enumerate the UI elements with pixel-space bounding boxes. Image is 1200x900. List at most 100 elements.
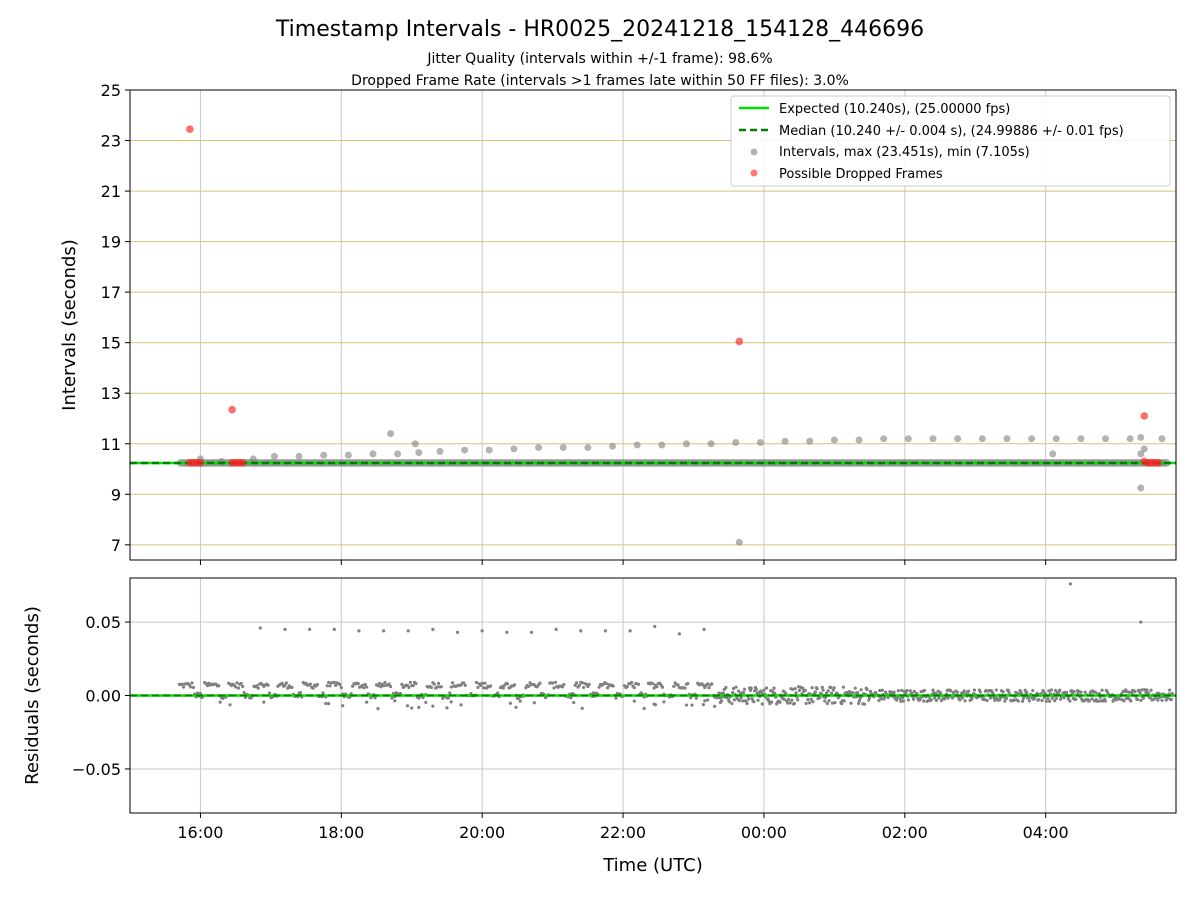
residual-point — [842, 699, 846, 703]
residual-point — [1074, 697, 1078, 701]
residual-point — [527, 684, 531, 688]
residual-point — [705, 698, 710, 702]
residual-point — [821, 688, 825, 692]
residual-point — [955, 690, 960, 694]
residual-point — [963, 699, 967, 703]
residual-point — [334, 683, 338, 688]
residual-point — [480, 681, 484, 685]
residual-point — [1012, 698, 1016, 702]
residual-point — [951, 691, 955, 695]
residual-point — [880, 688, 884, 692]
residual-point — [642, 706, 646, 711]
x-tick-label: 00:00 — [741, 823, 787, 842]
interval-point — [830, 436, 838, 444]
residual-point — [236, 686, 241, 690]
residual-point — [196, 691, 200, 695]
interval-point — [1137, 484, 1145, 492]
residual-point — [551, 681, 555, 685]
residual-point — [262, 700, 266, 704]
residual-point — [651, 682, 655, 686]
residual-point — [1048, 699, 1052, 703]
residual-point — [804, 701, 808, 705]
residual-point — [435, 685, 439, 689]
residual-point — [365, 700, 369, 704]
residual-point — [739, 696, 743, 700]
residual-point — [978, 690, 982, 694]
dropped-frame-point — [735, 337, 744, 346]
residual-point — [580, 706, 584, 710]
residual-point — [228, 703, 232, 707]
residual-point — [742, 687, 747, 691]
residual-point — [736, 689, 741, 693]
x-tick-label: 22:00 — [600, 823, 646, 842]
residual-point — [436, 681, 441, 685]
residual-point — [636, 682, 641, 686]
residual-point — [694, 696, 698, 700]
residual-point — [818, 696, 822, 700]
residual-point — [1020, 699, 1025, 703]
residual-point — [999, 696, 1003, 700]
residual-point — [432, 682, 436, 686]
interval-point — [510, 445, 518, 453]
residual-point — [1138, 691, 1142, 695]
residual-point — [762, 688, 766, 692]
residual-point — [256, 686, 260, 690]
interval-point — [1158, 435, 1166, 443]
residual-point — [324, 701, 328, 706]
residual-point — [459, 703, 463, 707]
residual-point — [901, 699, 906, 703]
residual-point — [424, 700, 428, 704]
residual-point — [574, 681, 579, 685]
residual-point — [290, 685, 294, 690]
residual-point — [327, 680, 331, 685]
residual-point — [677, 632, 682, 636]
residual-point — [772, 686, 776, 690]
residual-point — [448, 691, 452, 695]
residual-point — [332, 680, 336, 684]
residuals-y-tick-label: −0.05 — [72, 760, 121, 779]
residual-point — [984, 688, 988, 693]
residual-point — [234, 685, 238, 689]
residual-point — [514, 705, 518, 709]
residual-point — [778, 700, 782, 704]
residual-point — [689, 696, 693, 700]
x-tick-label: 20:00 — [459, 823, 505, 842]
residual-point — [605, 686, 610, 690]
residual-point — [591, 691, 596, 695]
residual-point — [400, 682, 404, 686]
residual-point — [373, 696, 377, 700]
residual-point — [809, 697, 813, 701]
residual-point — [801, 686, 805, 690]
residual-point — [922, 688, 927, 693]
residual-point — [1146, 691, 1151, 695]
residual-point — [628, 629, 632, 633]
residual-point — [703, 699, 707, 703]
residual-point — [357, 629, 361, 633]
residual-point — [796, 698, 800, 702]
residual-point — [235, 681, 239, 685]
residual-point — [745, 701, 749, 706]
residual-point — [406, 629, 410, 633]
residual-point — [1066, 697, 1070, 701]
residual-point — [922, 699, 926, 703]
residual-point — [1079, 690, 1083, 694]
residual-point — [455, 630, 460, 634]
interval-point — [855, 436, 863, 444]
residual-point — [625, 685, 629, 689]
residual-point — [580, 681, 584, 685]
x-tick-label: 16:00 — [177, 823, 223, 842]
residual-point — [705, 682, 710, 686]
residual-point — [862, 702, 867, 706]
residual-point — [966, 689, 971, 693]
residual-point — [715, 696, 720, 700]
residual-point — [587, 682, 591, 687]
residual-point — [1049, 688, 1053, 692]
intervals-y-tick-label: 13 — [101, 384, 121, 403]
residual-point — [824, 691, 829, 695]
residual-point — [283, 683, 287, 687]
residual-point — [1093, 690, 1097, 694]
interval-point — [584, 444, 592, 452]
residual-point — [218, 700, 222, 704]
residual-point — [820, 685, 824, 689]
